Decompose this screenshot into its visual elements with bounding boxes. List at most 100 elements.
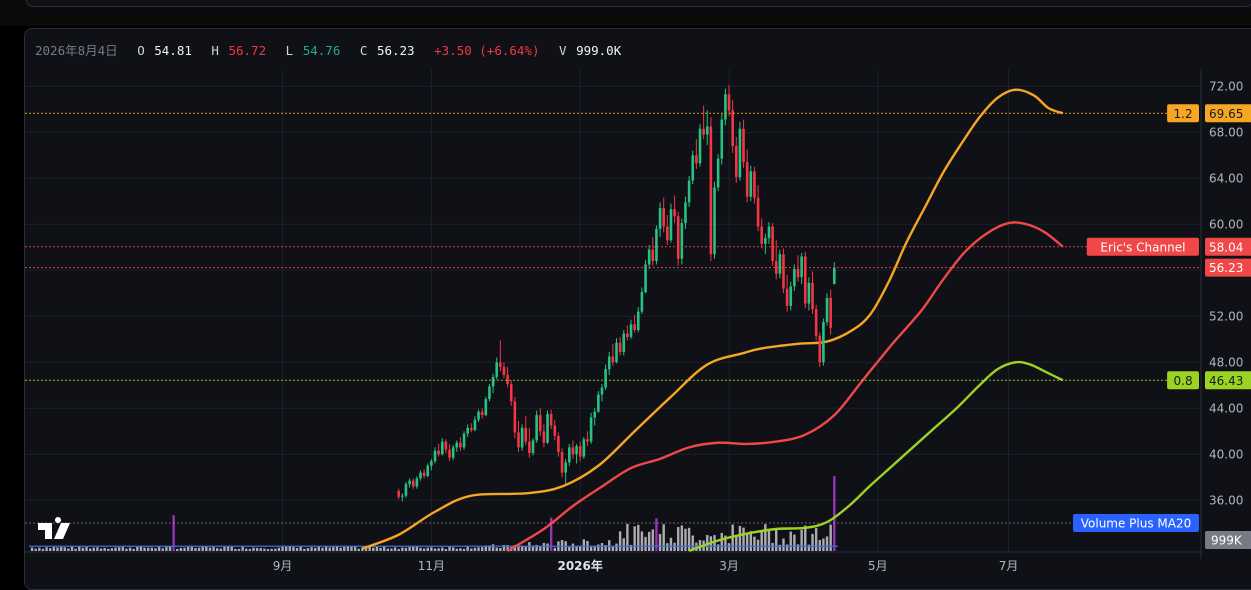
candle-body [764, 238, 767, 244]
volume-bar [368, 546, 371, 551]
series-tag-label-upper: 1.2 [1174, 107, 1193, 121]
volume-bar [542, 542, 546, 551]
candle-body [578, 446, 582, 457]
volume-bar [756, 539, 760, 551]
candle-body [589, 417, 593, 442]
candle-body [789, 286, 793, 306]
volume-bar [637, 524, 640, 551]
volume-bar [259, 548, 262, 551]
candle-body [822, 322, 825, 363]
volume-bar [800, 529, 803, 551]
volume-bar [201, 546, 204, 551]
volume-bar [789, 531, 792, 551]
volume-bar [597, 544, 600, 551]
ohlc-legend: 2026年8月4日 O 54.81 H 56.72 L 54.76 C 56.2… [35, 40, 624, 59]
volume-bar [502, 545, 506, 551]
volume-bar [128, 547, 132, 551]
candle-body [695, 155, 698, 164]
candle-body [658, 208, 662, 229]
volume-bar [611, 546, 615, 551]
volume-bar [615, 543, 618, 551]
volume-bar [295, 547, 299, 551]
candle-body [774, 261, 778, 274]
volume-bar [713, 535, 716, 551]
volume-bar [194, 547, 197, 551]
candle-body [767, 226, 771, 239]
volume-bar [767, 531, 771, 551]
volume-value-tag [1205, 531, 1251, 549]
legend-volume-label: V [559, 43, 567, 58]
volume-bar [78, 546, 81, 551]
volume-bar [59, 546, 63, 551]
volume-bar [593, 546, 596, 551]
series-tag-label-lower: 0.8 [1174, 374, 1193, 388]
volume-bar [49, 548, 52, 551]
candle-body [535, 415, 538, 441]
tv-logo-shape [38, 517, 70, 539]
legend-high-label: H [211, 43, 219, 58]
volume-bar [687, 527, 691, 551]
candle-body [520, 427, 524, 448]
volume-bar [415, 546, 419, 551]
volume-bar [804, 525, 807, 551]
candle-body [673, 209, 676, 217]
volume-bar [575, 546, 578, 551]
top-toolbar-edge [26, 0, 1251, 7]
volume-bar [343, 546, 346, 551]
volume-bar [150, 547, 154, 551]
volume-bar [618, 531, 622, 551]
volume-bar [738, 525, 742, 551]
volume-bar [647, 531, 651, 551]
volume-bar [321, 547, 324, 551]
volume-bar [357, 548, 360, 551]
volume-bar [807, 544, 811, 551]
candle-body [629, 324, 633, 337]
candle-body [818, 335, 822, 363]
candle-body [506, 374, 509, 385]
volume-bar [539, 546, 542, 551]
candle-body [633, 324, 636, 331]
volume-bar [157, 546, 161, 551]
candle-body [604, 369, 607, 388]
volume-bar [205, 546, 208, 551]
volume-bar [70, 546, 74, 551]
legend-open: 54.81 [154, 43, 192, 58]
candle-body [568, 447, 571, 463]
volume-bar [107, 548, 110, 551]
volume-bar [263, 548, 266, 551]
candle-body [626, 333, 629, 337]
candle-body [531, 440, 535, 454]
volume-bar [252, 547, 255, 551]
candle-body [724, 94, 727, 120]
candle-body [557, 435, 560, 452]
candle-body [684, 202, 687, 224]
volume-bar [814, 528, 818, 551]
candle-body [702, 128, 705, 135]
volume-bar [339, 547, 342, 551]
price-chart[interactable]: 36.0040.0044.0048.0052.0056.0060.0064.00… [25, 29, 1251, 589]
volume-bar [426, 547, 429, 551]
volume-bar [760, 531, 763, 551]
candle-body [473, 419, 477, 431]
volume-bar [350, 546, 353, 551]
candle-body [745, 162, 749, 197]
candle-body [513, 401, 517, 433]
candle-body [415, 478, 419, 487]
candle-body [640, 292, 644, 312]
volume-bar [165, 546, 168, 551]
candle-body [705, 126, 709, 135]
candle-body [397, 491, 400, 497]
candle-body [607, 356, 611, 370]
chart-panel[interactable]: 36.0040.0044.0048.0052.0056.0060.0064.00… [24, 28, 1251, 590]
top-toolbar [0, 0, 1251, 26]
volume-bar [346, 546, 350, 551]
channel-mid-line [506, 221, 1064, 552]
legend-close-label: C [359, 43, 368, 58]
volume-bar [579, 545, 582, 551]
volume-bar [226, 546, 230, 551]
candle-body [401, 495, 404, 497]
volume-bar [535, 544, 538, 551]
volume-bar [139, 546, 143, 551]
candle-body [785, 288, 789, 306]
volume-bar [520, 545, 524, 551]
